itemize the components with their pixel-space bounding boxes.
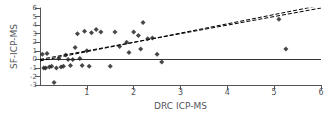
svg-text:5: 5 (272, 88, 277, 97)
svg-text:6: 6 (318, 88, 323, 97)
svg-text:1: 1 (33, 47, 37, 55)
svg-text:2: 2 (131, 88, 136, 97)
svg-text:5: 5 (33, 13, 37, 21)
svg-text:-3: -3 (30, 81, 37, 89)
svg-text:0: 0 (33, 55, 37, 63)
svg-text:3: 3 (33, 30, 37, 38)
svg-text:-2: -2 (30, 73, 37, 81)
svg-text:SF-ICP-MS: SF-ICP-MS (9, 24, 19, 69)
svg-text:3: 3 (178, 88, 183, 97)
svg-text:6: 6 (33, 4, 38, 12)
svg-text:2: 2 (33, 38, 37, 46)
svg-text:-1: -1 (30, 64, 37, 72)
svg-text:4: 4 (33, 21, 38, 29)
svg-text:4: 4 (225, 88, 230, 97)
svg-text:DRC ICP-MS: DRC ICP-MS (154, 101, 207, 111)
svg-text:1: 1 (84, 88, 89, 97)
